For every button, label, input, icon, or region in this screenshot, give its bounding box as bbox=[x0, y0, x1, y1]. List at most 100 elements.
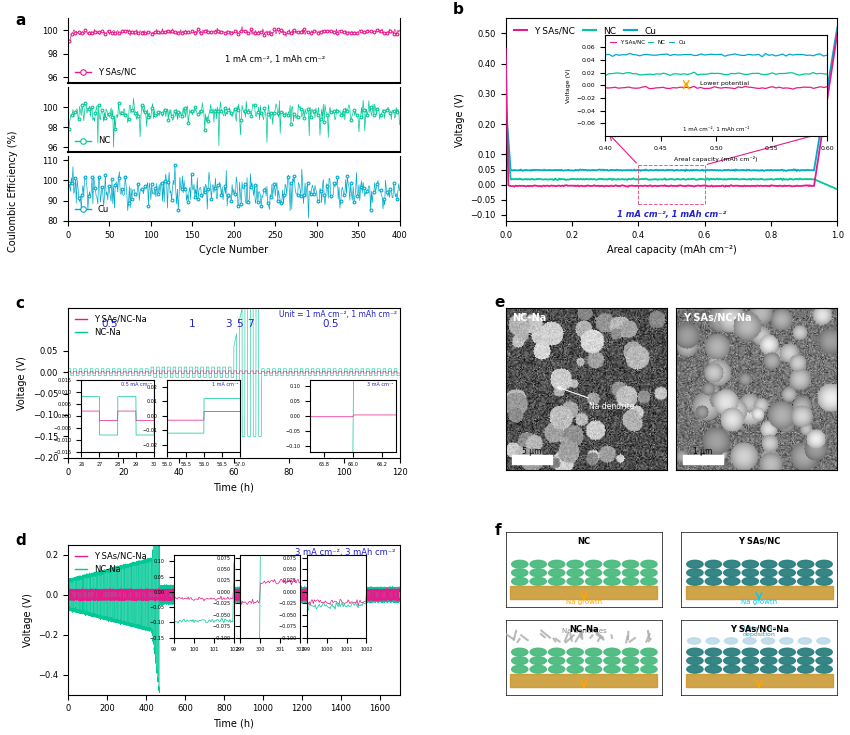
Text: a: a bbox=[15, 13, 26, 28]
Text: f: f bbox=[495, 523, 502, 538]
Text: 1 mA cm⁻², 1 mAh cm⁻²: 1 mA cm⁻², 1 mAh cm⁻² bbox=[617, 210, 726, 219]
Text: c: c bbox=[15, 296, 24, 311]
Text: e: e bbox=[495, 295, 505, 310]
Circle shape bbox=[512, 569, 528, 577]
Text: Y SAs/NC-Na: Y SAs/NC-Na bbox=[683, 313, 751, 323]
Circle shape bbox=[604, 578, 620, 585]
Circle shape bbox=[797, 648, 813, 656]
Circle shape bbox=[687, 560, 703, 568]
Circle shape bbox=[779, 560, 796, 568]
Circle shape bbox=[604, 569, 620, 577]
Text: Unit = 1 mA cm⁻², 1 mAh cm⁻²: Unit = 1 mA cm⁻², 1 mAh cm⁻² bbox=[279, 309, 397, 318]
Text: Y SAs/NC-Na: Y SAs/NC-Na bbox=[729, 625, 789, 634]
Circle shape bbox=[706, 569, 722, 577]
Circle shape bbox=[548, 560, 564, 568]
Text: 5: 5 bbox=[236, 319, 242, 329]
Text: 1 μm: 1 μm bbox=[693, 447, 712, 456]
Circle shape bbox=[530, 665, 547, 673]
Circle shape bbox=[706, 665, 722, 673]
Text: NC-Na: NC-Na bbox=[569, 625, 598, 634]
Circle shape bbox=[687, 665, 703, 673]
Legend: Cu: Cu bbox=[72, 203, 111, 217]
Circle shape bbox=[622, 648, 638, 656]
X-axis label: Time (h): Time (h) bbox=[213, 482, 254, 492]
Circle shape bbox=[687, 657, 703, 664]
Circle shape bbox=[723, 648, 740, 656]
Circle shape bbox=[706, 657, 722, 664]
Bar bbox=[686, 674, 832, 687]
Circle shape bbox=[816, 665, 832, 673]
Text: b: b bbox=[452, 2, 463, 17]
Circle shape bbox=[816, 560, 832, 568]
Circle shape bbox=[567, 578, 583, 585]
Text: 3 mA cm⁻², 3 mAh cm⁻²: 3 mA cm⁻², 3 mAh cm⁻² bbox=[295, 548, 395, 557]
Circle shape bbox=[641, 569, 657, 577]
Circle shape bbox=[586, 665, 602, 673]
Text: 0.5: 0.5 bbox=[101, 319, 117, 329]
Y-axis label: Voltage (V): Voltage (V) bbox=[455, 93, 465, 146]
Circle shape bbox=[706, 638, 719, 644]
Circle shape bbox=[604, 560, 620, 568]
Circle shape bbox=[742, 578, 758, 585]
Circle shape bbox=[761, 648, 777, 656]
Circle shape bbox=[742, 648, 758, 656]
Circle shape bbox=[742, 560, 758, 568]
Circle shape bbox=[706, 648, 722, 656]
Bar bbox=[683, 455, 723, 464]
Circle shape bbox=[530, 560, 547, 568]
Circle shape bbox=[622, 569, 638, 577]
Circle shape bbox=[641, 560, 657, 568]
Circle shape bbox=[816, 648, 832, 656]
X-axis label: Cycle Number: Cycle Number bbox=[199, 245, 269, 255]
Circle shape bbox=[512, 657, 528, 664]
Circle shape bbox=[567, 648, 583, 656]
Circle shape bbox=[622, 657, 638, 664]
Circle shape bbox=[779, 578, 796, 585]
Text: Y SAs/NC: Y SAs/NC bbox=[738, 537, 780, 545]
Circle shape bbox=[761, 578, 777, 585]
Circle shape bbox=[816, 569, 832, 577]
Text: 7: 7 bbox=[247, 319, 253, 329]
Text: 1: 1 bbox=[189, 319, 196, 329]
Circle shape bbox=[723, 569, 740, 577]
Circle shape bbox=[687, 578, 703, 585]
Circle shape bbox=[586, 657, 602, 664]
Legend: Y SAs/NC: Y SAs/NC bbox=[72, 65, 139, 79]
Circle shape bbox=[816, 657, 832, 664]
Circle shape bbox=[797, 665, 813, 673]
Legend: Y SAs/NC-Na, NC-Na: Y SAs/NC-Na, NC-Na bbox=[72, 549, 149, 576]
Circle shape bbox=[641, 657, 657, 664]
X-axis label: Time (h): Time (h) bbox=[213, 719, 254, 729]
Y-axis label: Voltage (V): Voltage (V) bbox=[17, 356, 27, 410]
Circle shape bbox=[586, 560, 602, 568]
Circle shape bbox=[779, 648, 796, 656]
Bar bbox=[510, 586, 657, 599]
Circle shape bbox=[779, 657, 796, 664]
Bar bbox=[686, 586, 832, 599]
Circle shape bbox=[743, 638, 756, 644]
Circle shape bbox=[548, 657, 564, 664]
Circle shape bbox=[723, 560, 740, 568]
Circle shape bbox=[762, 638, 774, 644]
Circle shape bbox=[706, 578, 722, 585]
Circle shape bbox=[761, 657, 777, 664]
Text: 5 μm: 5 μm bbox=[523, 447, 542, 456]
Circle shape bbox=[512, 578, 528, 585]
Circle shape bbox=[548, 569, 564, 577]
Circle shape bbox=[641, 578, 657, 585]
Circle shape bbox=[604, 657, 620, 664]
Circle shape bbox=[530, 569, 547, 577]
Circle shape bbox=[530, 657, 547, 664]
Text: 0.5: 0.5 bbox=[322, 319, 339, 329]
Text: 1 mA cm⁻², 1 mAh cm⁻²: 1 mA cm⁻², 1 mAh cm⁻² bbox=[225, 55, 326, 64]
Circle shape bbox=[622, 560, 638, 568]
Circle shape bbox=[761, 665, 777, 673]
Text: d: d bbox=[15, 533, 26, 548]
Circle shape bbox=[797, 569, 813, 577]
Circle shape bbox=[622, 665, 638, 673]
X-axis label: Areal capacity (mAh cm⁻²): Areal capacity (mAh cm⁻²) bbox=[607, 245, 736, 255]
Circle shape bbox=[548, 578, 564, 585]
Text: Na growth: Na growth bbox=[566, 599, 602, 605]
Text: Na dendrites: Na dendrites bbox=[562, 628, 606, 634]
Circle shape bbox=[742, 657, 758, 664]
